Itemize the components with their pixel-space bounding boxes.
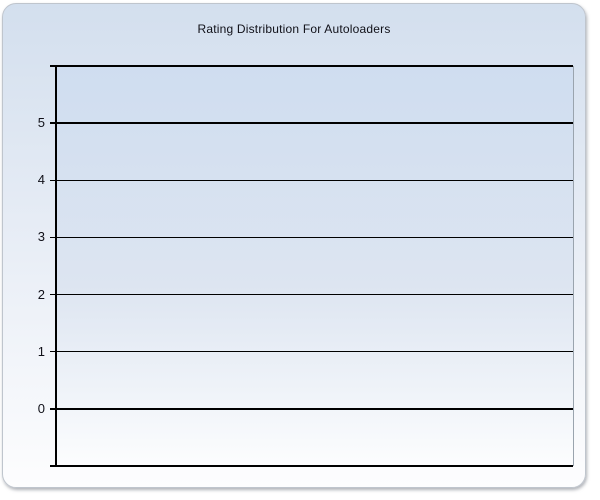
y-tick-label: 1: [37, 343, 45, 359]
chart-panel: Rating Distribution For Autoloaders 0 1 2 3…: [2, 3, 586, 488]
y-tick-label: 0: [37, 400, 45, 416]
y-tick-label: 2: [37, 286, 45, 302]
y-tick-label: 5: [37, 115, 45, 131]
chart-title: Rating Distribution For Autoloaders: [197, 22, 391, 36]
y-tick-label: 4: [37, 172, 45, 188]
plot-top-border: [50, 65, 573, 67]
gridline: [50, 293, 573, 296]
plot-bottom-border: [50, 465, 573, 467]
gridline: [50, 350, 573, 353]
y-tick-label: 3: [37, 229, 45, 245]
y-axis-line: [55, 65, 57, 467]
gridline: [50, 179, 573, 182]
gridline: [50, 408, 573, 410]
gridline: [50, 122, 573, 124]
plot-area: [50, 65, 574, 467]
gridline: [50, 236, 573, 239]
